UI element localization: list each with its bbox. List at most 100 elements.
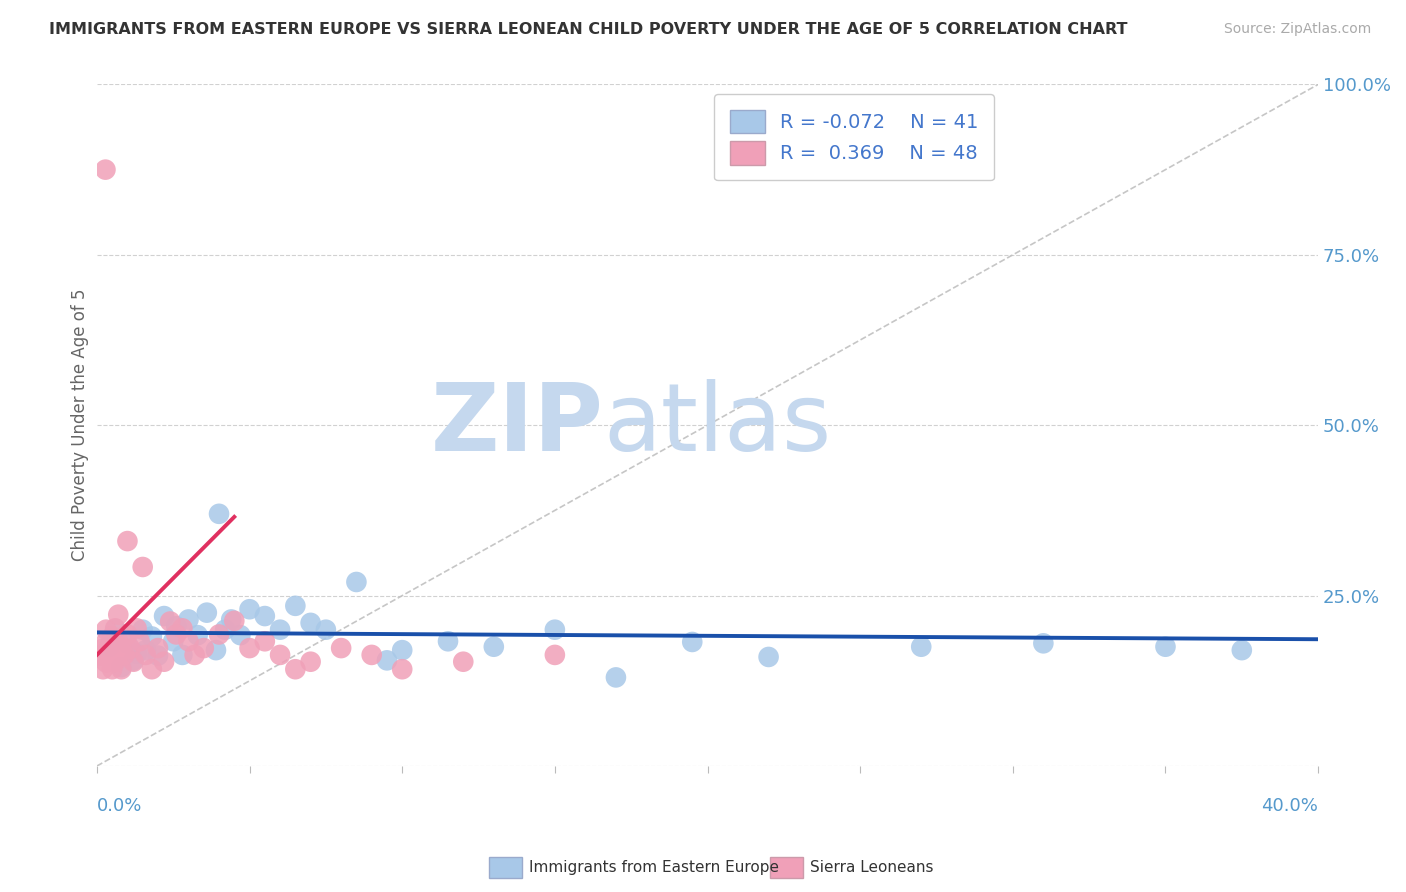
- Point: [110, 641, 132, 656]
- Point: [141, 662, 163, 676]
- Point: [91, 641, 114, 656]
- Point: [146, 641, 169, 656]
- Point: [117, 636, 139, 650]
- Point: [107, 648, 129, 662]
- Point: [120, 641, 142, 656]
- Point: [269, 623, 291, 637]
- Point: [214, 623, 236, 637]
- Point: [125, 621, 148, 635]
- Point: [153, 609, 176, 624]
- Point: [112, 648, 135, 662]
- Point: [94, 656, 117, 670]
- Point: [681, 635, 703, 649]
- Y-axis label: Child Poverty Under the Age of 5: Child Poverty Under the Age of 5: [72, 289, 89, 561]
- Point: [224, 614, 246, 628]
- Point: [451, 655, 474, 669]
- Point: [117, 534, 139, 549]
- Point: [1230, 643, 1253, 657]
- Point: [162, 634, 184, 648]
- Point: [208, 507, 231, 521]
- Point: [299, 615, 322, 630]
- Text: ZIP: ZIP: [430, 379, 603, 471]
- Point: [94, 623, 117, 637]
- Point: [544, 648, 567, 662]
- Point: [758, 649, 780, 664]
- Point: [101, 630, 124, 644]
- Point: [101, 662, 124, 676]
- Point: [238, 602, 260, 616]
- Text: Immigrants from Eastern Europe: Immigrants from Eastern Europe: [529, 861, 779, 875]
- Point: [375, 653, 398, 667]
- Point: [153, 655, 176, 669]
- Point: [141, 630, 163, 644]
- Legend: R = -0.072    N = 41, R =  0.369    N = 48: R = -0.072 N = 41, R = 0.369 N = 48: [714, 95, 994, 180]
- Point: [94, 635, 117, 649]
- Point: [159, 615, 181, 629]
- Point: [172, 621, 194, 635]
- Point: [177, 634, 200, 648]
- Point: [253, 634, 276, 648]
- Point: [437, 634, 460, 648]
- Point: [131, 623, 153, 637]
- Point: [117, 627, 139, 641]
- Point: [482, 640, 505, 654]
- Point: [165, 619, 187, 633]
- Point: [284, 662, 307, 676]
- Point: [91, 662, 114, 676]
- Point: [269, 648, 291, 662]
- Point: [177, 612, 200, 626]
- Point: [89, 648, 111, 663]
- Text: IMMIGRANTS FROM EASTERN EUROPE VS SIERRA LEONEAN CHILD POVERTY UNDER THE AGE OF : IMMIGRANTS FROM EASTERN EUROPE VS SIERRA…: [49, 22, 1128, 37]
- Point: [135, 643, 157, 657]
- Point: [146, 648, 169, 663]
- Point: [125, 647, 148, 661]
- Point: [605, 670, 627, 684]
- Point: [135, 648, 157, 662]
- Text: atlas: atlas: [603, 379, 832, 471]
- Point: [107, 607, 129, 622]
- Point: [1032, 636, 1054, 650]
- Point: [183, 648, 205, 662]
- Point: [238, 641, 260, 656]
- Point: [131, 560, 153, 574]
- Point: [104, 621, 127, 635]
- Point: [299, 655, 322, 669]
- Point: [172, 648, 194, 662]
- Text: Source: ZipAtlas.com: Source: ZipAtlas.com: [1223, 22, 1371, 37]
- Point: [205, 643, 228, 657]
- Point: [391, 662, 413, 676]
- Point: [284, 599, 307, 613]
- Point: [544, 623, 567, 637]
- Point: [391, 643, 413, 657]
- Point: [229, 628, 252, 642]
- Point: [360, 648, 382, 662]
- Text: Sierra Leoneans: Sierra Leoneans: [810, 861, 934, 875]
- Point: [208, 627, 231, 641]
- Point: [193, 641, 215, 656]
- Point: [98, 648, 121, 663]
- Point: [101, 634, 124, 648]
- Point: [330, 641, 353, 656]
- Point: [187, 628, 209, 642]
- Text: 40.0%: 40.0%: [1261, 797, 1319, 814]
- Point: [98, 640, 121, 654]
- Text: 0.0%: 0.0%: [97, 797, 142, 814]
- Point: [344, 574, 367, 589]
- Point: [253, 609, 276, 624]
- Point: [165, 627, 187, 641]
- Point: [195, 606, 218, 620]
- Point: [110, 660, 132, 674]
- Point: [122, 653, 145, 667]
- Point: [98, 641, 121, 656]
- Point: [104, 655, 127, 669]
- Point: [107, 634, 129, 648]
- Point: [128, 634, 150, 648]
- Point: [104, 623, 127, 637]
- Point: [110, 662, 132, 676]
- Point: [910, 640, 932, 654]
- Point: [1154, 640, 1177, 654]
- Point: [94, 162, 117, 177]
- Point: [219, 612, 242, 626]
- Point: [122, 655, 145, 669]
- Point: [315, 623, 337, 637]
